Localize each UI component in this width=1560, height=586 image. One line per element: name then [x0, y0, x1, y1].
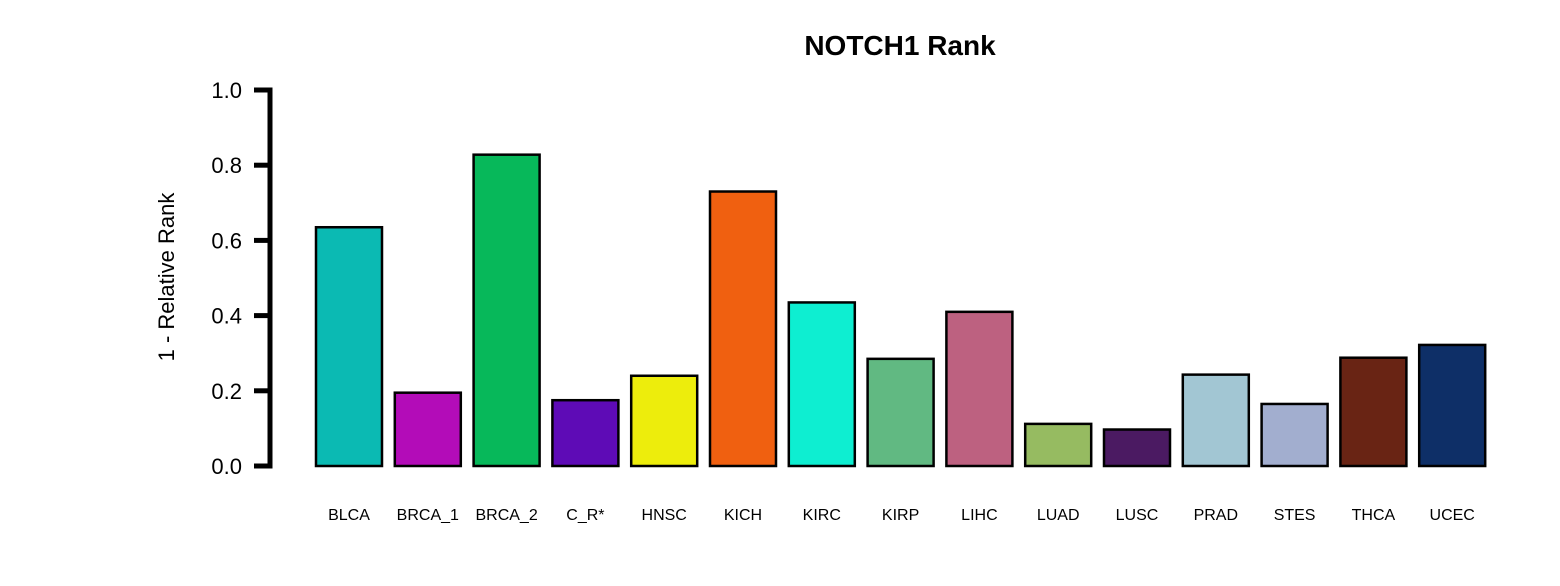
x-tick-label: HNSC — [642, 507, 687, 524]
x-tick-label: C_R* — [566, 507, 604, 524]
bar-prad — [1181, 373, 1251, 468]
x-tick-label: LIHC — [961, 507, 997, 524]
x-axis-labels: BLCA BRCA_1 BRCA_2 C_R* HNSC KICH KIRC KIRP LIHC… — [328, 507, 1475, 524]
y-tick-label: 0.4 — [211, 304, 242, 329]
chart-title: NOTCH1 Rank — [804, 30, 996, 61]
bar-hnsc — [629, 374, 699, 468]
x-tick-label: LUAD — [1037, 507, 1080, 524]
bar-lihc — [945, 310, 1014, 468]
bars — [314, 153, 1487, 468]
y-tick-label: 0.8 — [211, 153, 242, 178]
y-tick-label: 0.2 — [211, 379, 242, 404]
bar-brca-2 — [472, 153, 541, 468]
bar-c-r — [551, 398, 620, 468]
x-tick-label: KIRP — [882, 507, 919, 524]
bar-ucec — [1417, 343, 1487, 468]
y-axis-label: 1 - Relative Rank — [154, 192, 179, 362]
bar-stes — [1260, 402, 1329, 468]
bar-luad — [1023, 422, 1093, 468]
bar-kirp — [866, 357, 935, 468]
y-tick-label: 1.0 — [211, 78, 242, 103]
bar-blca — [314, 225, 384, 468]
x-tick-label: BRCA_2 — [475, 507, 537, 524]
bar-lusc — [1102, 428, 1172, 468]
bar-kich — [708, 190, 778, 468]
bar-thca — [1339, 356, 1408, 468]
y-axis: 0.0 0.2 0.4 0.6 0.8 1.0 — [211, 78, 273, 479]
x-tick-label: KICH — [724, 507, 762, 524]
x-tick-label: KIRC — [803, 507, 841, 524]
x-tick-label: BRCA_1 — [397, 507, 459, 524]
x-tick-label: UCEC — [1430, 507, 1475, 524]
x-tick-label: STES — [1274, 507, 1316, 524]
x-tick-label: PRAD — [1194, 507, 1238, 524]
y-tick-label: 0.0 — [211, 454, 242, 479]
y-tick-label: 0.6 — [211, 228, 242, 253]
bar-brca-1 — [393, 391, 463, 468]
x-tick-label: BLCA — [328, 507, 370, 524]
x-tick-label: THCA — [1352, 507, 1396, 524]
bar-kirc — [787, 301, 857, 468]
x-tick-label: LUSC — [1116, 507, 1159, 524]
